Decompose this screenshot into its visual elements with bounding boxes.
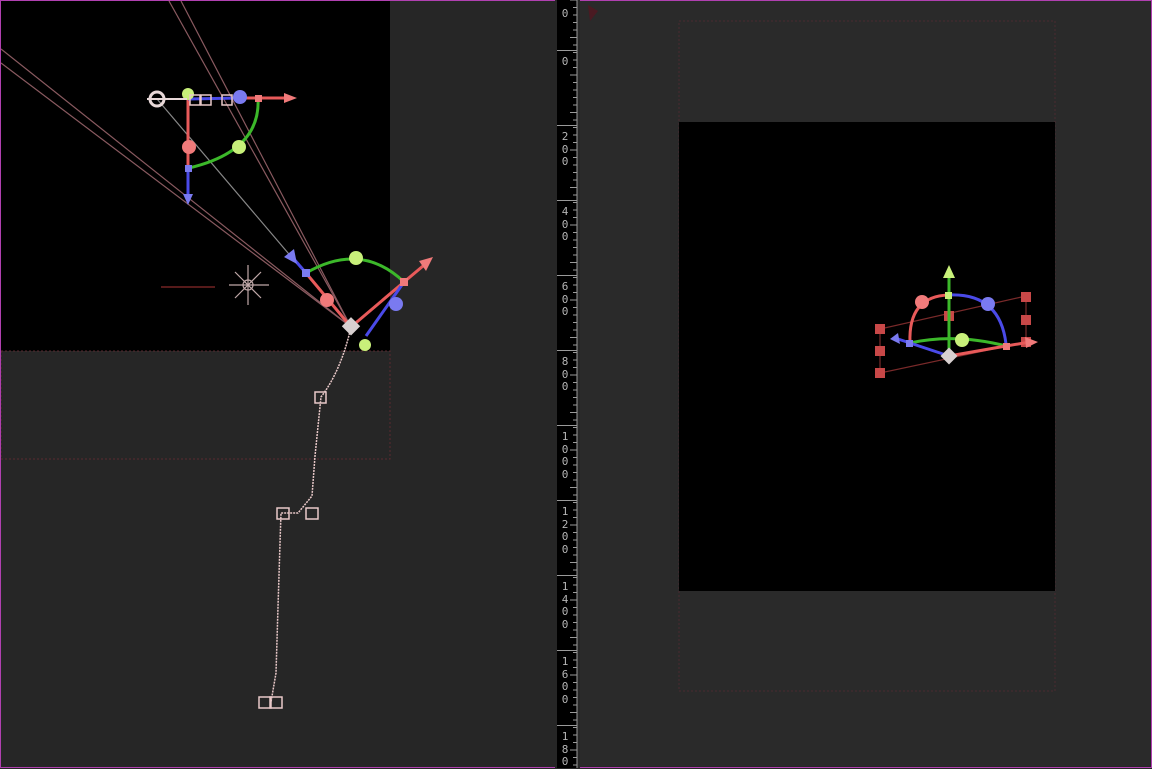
ruler-divider (557, 50, 577, 51)
ruler-label: 1 4 0 0 (561, 580, 569, 631)
ruler-label: 1 0 0 0 (561, 430, 569, 481)
ruler-divider (557, 350, 577, 351)
light-icon[interactable] (161, 265, 269, 305)
ruler-strip (557, 0, 577, 768)
ruler-divider (557, 125, 577, 126)
camera-gizmo[interactable] (284, 249, 433, 351)
ruler-label: 2 0 0 (561, 130, 569, 168)
keyframe-handle[interactable] (276, 507, 290, 520)
ruler-label: 4 0 0 (561, 205, 569, 243)
ruler-origin-marker (588, 5, 598, 21)
vertical-ruler[interactable]: 0 0 2 0 0 4 0 0 6 0 0 8 0 0 1 0 0 0 1 2 … (555, 0, 580, 768)
comp-frame-black (679, 122, 1055, 591)
right-viewer-panel[interactable] (580, 1, 1150, 766)
ruler-label: 8 0 0 (561, 355, 569, 393)
ruler-label: 0 (561, 7, 569, 20)
motion-path[interactable] (258, 326, 352, 709)
ruler-label: 6 0 0 (561, 280, 569, 318)
right-viewport-canvas[interactable] (580, 1, 1150, 766)
keyframe-handle[interactable] (258, 696, 272, 709)
ruler-divider (557, 200, 577, 201)
comp-frame-black (1, 1, 390, 351)
ruler-ticks (570, 0, 578, 768)
ruler-divider (557, 725, 577, 726)
ruler-divider (557, 650, 577, 651)
keyframe-handle[interactable] (305, 507, 319, 520)
ruler-divider (557, 500, 577, 501)
comp-bounds (1, 350, 391, 460)
point-of-interest-gizmo[interactable] (147, 88, 297, 205)
left-viewport-canvas[interactable] (1, 1, 554, 766)
left-viewer-panel[interactable] (1, 1, 554, 766)
ruler-divider (557, 425, 577, 426)
ruler-label: 1 2 0 0 (561, 505, 569, 556)
transform-gizmo[interactable] (890, 265, 1038, 365)
keyframe-handle[interactable] (314, 391, 327, 404)
ruler-label: 1 6 0 0 (561, 655, 569, 706)
ruler-label: 1 8 0 (561, 730, 569, 768)
ruler-label: 0 (561, 55, 569, 68)
ruler-divider (557, 575, 577, 576)
ruler-divider (557, 275, 577, 276)
keyframe-handle[interactable] (269, 696, 283, 709)
